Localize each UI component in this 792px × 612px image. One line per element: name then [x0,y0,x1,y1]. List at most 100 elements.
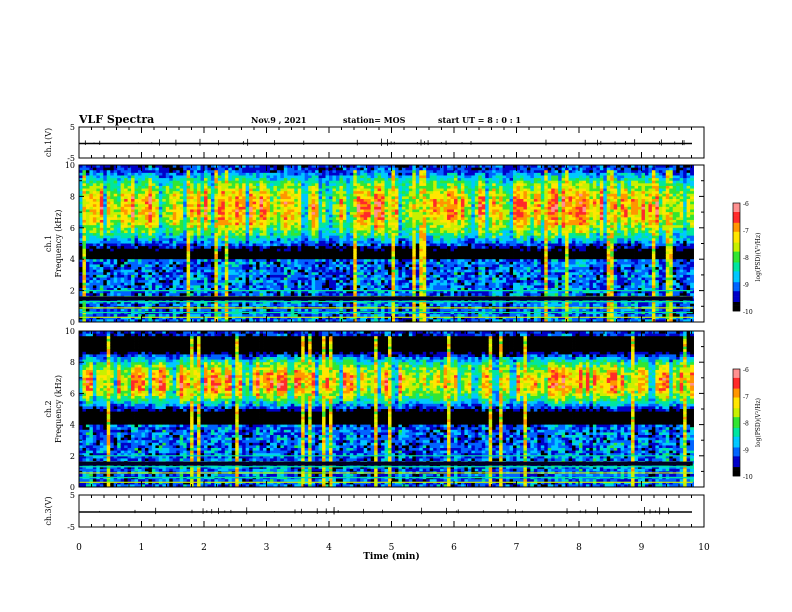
spectrogram-cell [269,172,274,176]
spectrogram-cell [207,248,212,252]
spectrogram-cell [290,287,295,291]
spectrogram-cell [92,165,97,169]
spectrogram-cell [221,259,226,263]
spectrogram-cell [256,178,260,182]
spectrogram-cell [179,222,184,226]
spectrogram-cell [322,314,326,318]
spectrogram-cell [113,167,118,171]
spectrogram-cell [353,243,358,247]
spectrogram-cell [363,212,368,216]
spectrogram-cell [339,167,344,171]
spectrogram-cell [256,277,260,281]
spectrogram-cell [329,167,333,171]
spectrogram-cell [103,287,108,291]
spectrogram-cell [151,293,156,297]
spectrogram-cell [339,293,344,297]
spectrogram-cell [138,212,142,216]
spectrogram-cell [259,253,264,257]
spectrogram-cell [176,243,181,247]
spectrogram-cell [252,170,257,174]
spectrogram-cell [245,206,250,210]
spectrogram-cell [85,175,90,179]
spectrogram-cell [176,193,181,197]
spectrogram-cell [283,272,288,276]
spectrogram-cell [183,219,188,223]
spectrogram-cell [158,219,163,223]
spectrogram-cell [221,185,226,189]
spectrogram-cell [287,206,292,210]
spectrogram-cell [318,272,323,276]
spectrogram-cell [301,274,306,278]
spectrogram-cell [335,233,340,237]
spectrogram-cell [325,240,330,244]
spectrogram-cell [263,243,267,247]
spectrogram-cell [342,243,347,247]
spectrogram-cell [318,282,323,286]
spectrogram-cell [148,303,153,307]
spectrogram-cell [176,235,181,239]
spectrogram-cell [339,183,344,187]
spectrogram-cell [325,269,330,273]
spectrogram-cell [99,269,104,273]
spectrogram-cell [308,172,313,176]
spectrogram-cell [311,261,316,265]
spectrogram-cell [290,264,295,268]
spectrogram-cell [325,172,330,176]
spectrogram-cell [339,261,344,265]
spectrogram-cell [256,227,260,231]
spectrogram-cell [322,188,326,192]
spectrogram-cell [290,204,295,208]
spectrogram-cell [231,308,236,312]
spectrogram-cell [249,301,254,305]
spectrogram-cell [304,319,309,323]
spectrogram-cell [245,290,250,294]
spectrogram-cell [113,308,118,312]
spectrogram-cell [197,293,201,297]
spectrogram-cell [197,191,201,195]
spectrogram-cell [110,222,115,226]
spectrogram-cell [127,246,132,250]
spectrogram-cell [158,225,163,229]
spectrogram-cell [134,180,139,184]
spectrogram-cell [346,253,351,257]
spectrogram-cell [217,303,222,307]
spectrogram-cell [190,238,194,242]
spectrogram-cell [283,238,288,242]
spectrogram-cell [263,167,267,171]
spectrogram-cell [124,175,129,179]
spectrogram-cell [151,314,156,318]
spectrogram-cell [290,303,295,307]
spectrogram-cell [304,287,309,291]
spectrogram-cell [356,217,361,221]
spectrogram-cell [311,280,316,284]
spectrogram-cell [280,214,285,218]
spectrogram-cell [151,230,156,234]
spectrogram-cell [155,251,160,255]
spectrogram-cell [349,219,354,223]
spectrogram-cell [200,199,205,203]
spectrogram-cell [204,259,208,263]
spectrogram-cell [85,225,90,229]
spectrogram-cell [124,199,129,203]
spectrogram-cell [349,206,354,210]
spectrogram-cell [242,175,247,179]
spectrogram-cell [290,178,295,182]
spectrogram-cell [283,259,288,263]
spectrogram-cell [235,196,240,200]
spectrogram-cell [349,233,354,237]
spectrogram-cell [89,272,94,276]
spectrogram-cell [342,209,347,213]
spectrogram-cell [224,170,229,174]
spectrogram-cell [249,285,254,289]
spectrogram-cell [217,256,222,260]
spectrogram-cell [263,316,267,320]
spectrogram-cell [356,193,361,197]
spectrogram-cell [266,233,271,237]
spectrogram-cell [110,185,115,189]
spectrogram-cell [148,264,153,268]
spectrogram-cell [280,235,285,239]
spectrogram-cell [179,303,184,307]
spectrogram-cell [82,183,87,187]
spectrogram-cell [342,233,347,237]
spectrogram-cell [325,191,330,195]
